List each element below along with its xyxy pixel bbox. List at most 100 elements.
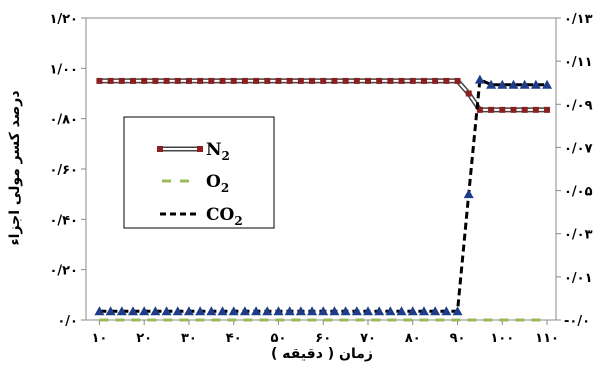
x-tick-label: ۱۱۰ — [535, 331, 559, 346]
legend-label: N — [206, 140, 222, 160]
co2-point — [508, 79, 519, 89]
y-left-tick-label: ۰/۶۰ — [49, 163, 78, 178]
legend-entry-n2: N2 — [206, 140, 230, 163]
n2-point — [387, 77, 394, 84]
co2-point — [474, 74, 485, 84]
n2-point — [96, 77, 103, 84]
co2-point — [385, 306, 396, 316]
n2-point — [253, 77, 260, 84]
y-right-tick-label: ۰/۱۱ — [564, 55, 593, 70]
y-right-tick-label: ۰/۰۱ — [564, 271, 593, 286]
x-tick-label: ۸۰ — [405, 331, 421, 346]
co2-point — [396, 306, 407, 316]
co2-point — [139, 306, 150, 316]
co2-point — [262, 306, 273, 316]
y-right-tick-label: ۰/۰۳ — [564, 228, 593, 243]
co2-point — [497, 79, 508, 89]
legend-entry-o2: O2 — [206, 172, 229, 195]
n2-point — [107, 77, 114, 84]
co2-point — [172, 306, 183, 316]
n2-point — [510, 106, 517, 113]
n2-point — [230, 77, 237, 84]
x-axis-title: زمان ( دقیقه ) — [271, 346, 373, 362]
co2-point — [239, 306, 250, 316]
n2-point — [286, 77, 293, 84]
co2-point — [295, 306, 306, 316]
y-left-tick-label: ۰/۰ — [57, 314, 78, 329]
co2-point — [374, 306, 385, 316]
x-tick-label: ۴۰ — [226, 331, 242, 346]
n2-point — [241, 77, 248, 84]
n2-point — [264, 77, 271, 84]
n2-point — [365, 77, 371, 84]
n2-point — [297, 77, 304, 84]
x-tick-label: ۱۰۰ — [490, 331, 514, 346]
n2-point — [420, 77, 427, 84]
co2-point — [530, 79, 541, 89]
co2-point — [452, 306, 463, 316]
n2-point — [118, 77, 125, 84]
co2-point — [251, 306, 262, 316]
n2-point — [152, 77, 159, 84]
co2-point — [407, 306, 418, 316]
y-right-tick-label: ۰/۰۷ — [564, 141, 593, 156]
legend-subscript: 2 — [221, 181, 229, 195]
y-right-tick-label: -۰/۰ — [564, 314, 590, 329]
y-left-tick-label: ۱/۲۰ — [49, 12, 78, 27]
co2-point — [318, 306, 329, 316]
n2-point — [432, 77, 439, 84]
co2-point — [329, 306, 340, 316]
y-left-tick-label: ۰/۸۰ — [49, 113, 78, 128]
n2-point — [376, 77, 383, 84]
y-axis-title: درصد کسر مولی اجزاء — [7, 91, 23, 246]
legend-label: O — [206, 172, 221, 192]
co2-point — [128, 306, 138, 316]
n2-point — [499, 106, 506, 113]
co2-point — [228, 306, 239, 316]
legend-entry-co2: CO2 — [206, 205, 243, 228]
n2-point — [174, 77, 181, 84]
n2-point — [208, 77, 215, 84]
legend-n2-marker — [197, 146, 203, 152]
co2-point — [363, 306, 373, 316]
n2-point — [476, 106, 483, 113]
co2-point — [430, 306, 441, 316]
x-tick-label: ۵۰ — [271, 331, 287, 346]
co2-point — [307, 306, 318, 316]
n2-point — [130, 77, 136, 84]
n2-point — [521, 106, 528, 113]
co2-point — [161, 306, 172, 316]
n2-point — [454, 77, 461, 84]
n2-point — [219, 77, 226, 84]
n2-point — [197, 77, 204, 84]
co2-point — [206, 306, 217, 316]
n2-point — [532, 106, 539, 113]
co2-point — [217, 306, 228, 316]
y-left-tick-label: ۰/۲۰ — [49, 264, 78, 279]
n2-point — [409, 77, 416, 84]
legend-n2-marker — [157, 146, 163, 152]
y-right-tick-label: ۰/۰۵ — [564, 185, 593, 200]
co2-point — [273, 306, 284, 316]
co2-point — [463, 189, 474, 199]
legend-box — [123, 116, 275, 229]
co2-point — [418, 306, 429, 316]
n2-point — [342, 77, 349, 84]
n2-point — [465, 90, 472, 97]
n2-point — [141, 77, 148, 84]
co2-point — [105, 306, 116, 316]
co2-point — [519, 79, 530, 89]
y-right-tick-label: ۰/۱۳ — [564, 12, 593, 27]
legend-subscript: 2 — [222, 149, 230, 163]
n2-point — [398, 77, 405, 84]
n2-point — [185, 77, 192, 84]
co2-point — [441, 306, 452, 316]
co2-point — [340, 306, 351, 316]
y-left-tick-label: ۱/۰۰ — [49, 62, 78, 77]
n2-point — [488, 106, 495, 113]
co2-point — [351, 306, 362, 316]
x-tick-label: ۶۰ — [315, 331, 331, 346]
y-left-tick-label: ۰/۴۰ — [49, 213, 78, 228]
